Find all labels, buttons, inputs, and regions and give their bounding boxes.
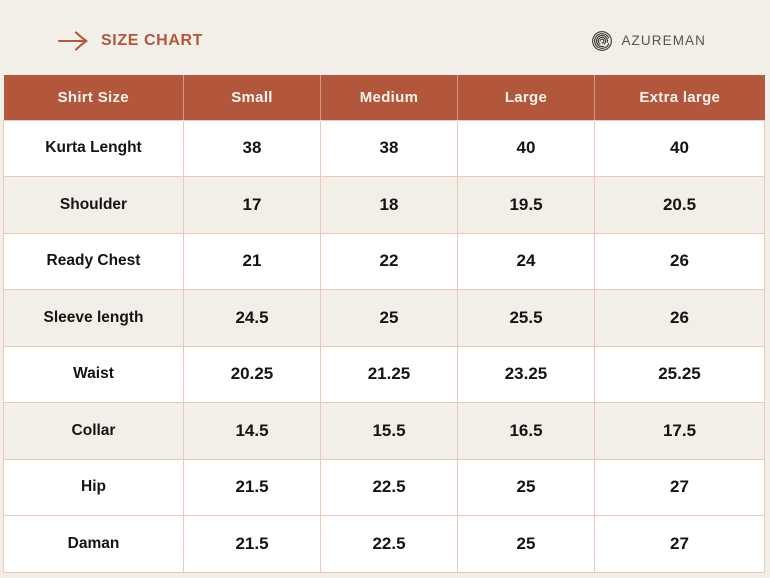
- col-header-large: Large: [457, 75, 595, 120]
- size-cell: 14.5: [183, 402, 321, 460]
- table-row-sleeve-length: Sleeve length 24.5 25 25.5 26: [3, 289, 765, 347]
- title-group: SIZE CHART: [58, 30, 203, 52]
- brand-name: AZUREMAN: [621, 33, 706, 48]
- row-label: Sleeve length: [3, 289, 184, 347]
- table-row-shoulder: Shoulder 17 18 19.5 20.5: [3, 176, 765, 234]
- col-header-medium: Medium: [320, 75, 458, 120]
- size-cell: 22.5: [320, 515, 458, 573]
- table-header: Shirt Size Small Medium Large Extra larg…: [3, 75, 765, 120]
- table-row-daman: Daman 21.5 22.5 25 27: [3, 515, 765, 573]
- size-cell: 25.25: [594, 345, 765, 403]
- topbar: SIZE CHART AZUREMAN: [0, 0, 770, 75]
- size-cell: 26: [594, 289, 765, 347]
- spiral-logo-icon: [591, 30, 613, 52]
- size-cell: 18: [320, 176, 458, 234]
- size-cell: 25.5: [457, 289, 595, 347]
- size-cell: 23.25: [457, 345, 595, 403]
- size-cell: 20.5: [594, 176, 765, 234]
- size-cell: 17.5: [594, 402, 765, 460]
- size-cell: 15.5: [320, 402, 458, 460]
- row-label: Hip: [3, 458, 184, 516]
- row-label: Collar: [3, 402, 184, 460]
- size-cell: 20.25: [183, 345, 321, 403]
- size-cell: 24: [457, 232, 595, 290]
- row-label: Shoulder: [3, 176, 184, 234]
- row-label: Kurta Lenght: [3, 119, 184, 177]
- brand-group: AZUREMAN: [591, 30, 706, 52]
- size-cell: 26: [594, 232, 765, 290]
- row-label: Waist: [3, 345, 184, 403]
- col-header-small: Small: [183, 75, 321, 120]
- size-chart-table: Shirt Size Small Medium Large Extra larg…: [3, 75, 765, 573]
- size-cell: 40: [457, 119, 595, 177]
- size-cell: 16.5: [457, 402, 595, 460]
- table-row-ready-chest: Ready Chest 21 22 24 26: [3, 232, 765, 290]
- size-cell: 25: [457, 515, 595, 573]
- size-cell: 27: [594, 515, 765, 573]
- size-cell: 38: [183, 119, 321, 177]
- size-cell: 21.25: [320, 345, 458, 403]
- size-cell: 25: [320, 289, 458, 347]
- table-row-kurta-length: Kurta Lenght 38 38 40 40: [3, 119, 765, 177]
- size-cell: 17: [183, 176, 321, 234]
- size-cell: 21.5: [183, 458, 321, 516]
- size-cell: 21.5: [183, 515, 321, 573]
- page-title: SIZE CHART: [101, 31, 203, 49]
- size-cell: 27: [594, 458, 765, 516]
- header-row: Shirt Size Small Medium Large Extra larg…: [3, 75, 765, 120]
- size-cell: 38: [320, 119, 458, 177]
- table-row-hip: Hip 21.5 22.5 25 27: [3, 458, 765, 516]
- size-cell: 22: [320, 232, 458, 290]
- size-cell: 19.5: [457, 176, 595, 234]
- row-label: Daman: [3, 515, 184, 573]
- table-row-waist: Waist 20.25 21.25 23.25 25.25: [3, 345, 765, 403]
- col-header-extra-large: Extra large: [594, 75, 765, 120]
- row-label: Ready Chest: [3, 232, 184, 290]
- size-cell: 24.5: [183, 289, 321, 347]
- size-cell: 21: [183, 232, 321, 290]
- col-header-shirt-size: Shirt Size: [3, 75, 184, 120]
- table-row-collar: Collar 14.5 15.5 16.5 17.5: [3, 402, 765, 460]
- size-cell: 22.5: [320, 458, 458, 516]
- size-cell: 25: [457, 458, 595, 516]
- arrow-right-icon: [58, 30, 88, 52]
- size-cell: 40: [594, 119, 765, 177]
